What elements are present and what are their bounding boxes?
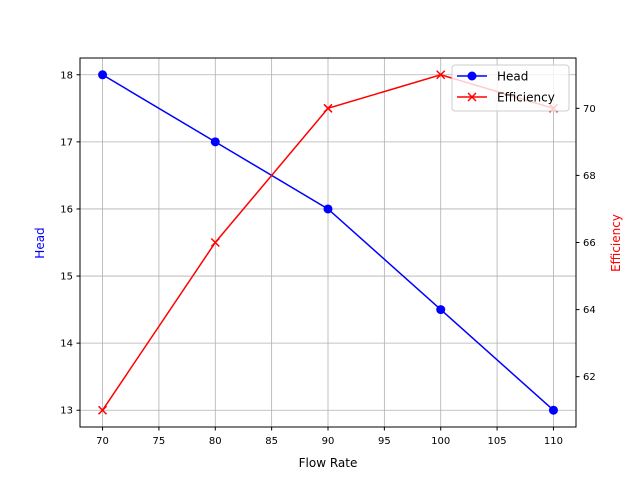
y2-tick-label: 62 [583, 372, 596, 383]
y2-axis-ticks: 62 64 66 68 70 [576, 104, 596, 383]
x-tick-label: 100 [431, 436, 450, 447]
y2-tick-label: 70 [583, 104, 596, 115]
y-tick-label: 13 [60, 406, 73, 417]
y2-tick-label: 68 [583, 171, 596, 182]
y2-tick-label: 64 [583, 305, 596, 316]
svg-text:Efficiency: Efficiency [497, 91, 555, 105]
legend: Head Efficiency [451, 64, 570, 112]
series-head [98, 70, 558, 415]
x-axis-ticks: 70 75 80 85 90 95 100 105 110 [96, 427, 563, 447]
x-axis-label: Flow Rate [299, 456, 358, 470]
x-tick-label: 75 [153, 436, 166, 447]
x-tick-label: 90 [322, 436, 335, 447]
y2-tick-label: 66 [583, 238, 596, 249]
legend-item-efficiency: Efficiency [457, 91, 555, 105]
x-tick-label: 80 [209, 436, 222, 447]
x-tick-label: 95 [378, 436, 391, 447]
x-tick-label: 85 [265, 436, 278, 447]
x-tick-label: 110 [544, 436, 563, 447]
y-tick-label: 16 [60, 204, 73, 215]
grid [80, 58, 576, 427]
y-axis-ticks: 13 14 15 16 17 18 [60, 70, 80, 417]
y2-axis-label: Efficiency [609, 214, 623, 272]
y-tick-label: 18 [60, 70, 73, 81]
svg-text:Head: Head [497, 70, 528, 84]
x-tick-label: 70 [96, 436, 109, 447]
y-tick-label: 15 [60, 272, 73, 283]
y-tick-label: 14 [60, 339, 73, 350]
y-tick-label: 17 [60, 137, 73, 148]
x-tick-label: 105 [488, 436, 507, 447]
y-axis-label: Head [33, 227, 47, 258]
legend-item-head: Head [457, 70, 528, 84]
